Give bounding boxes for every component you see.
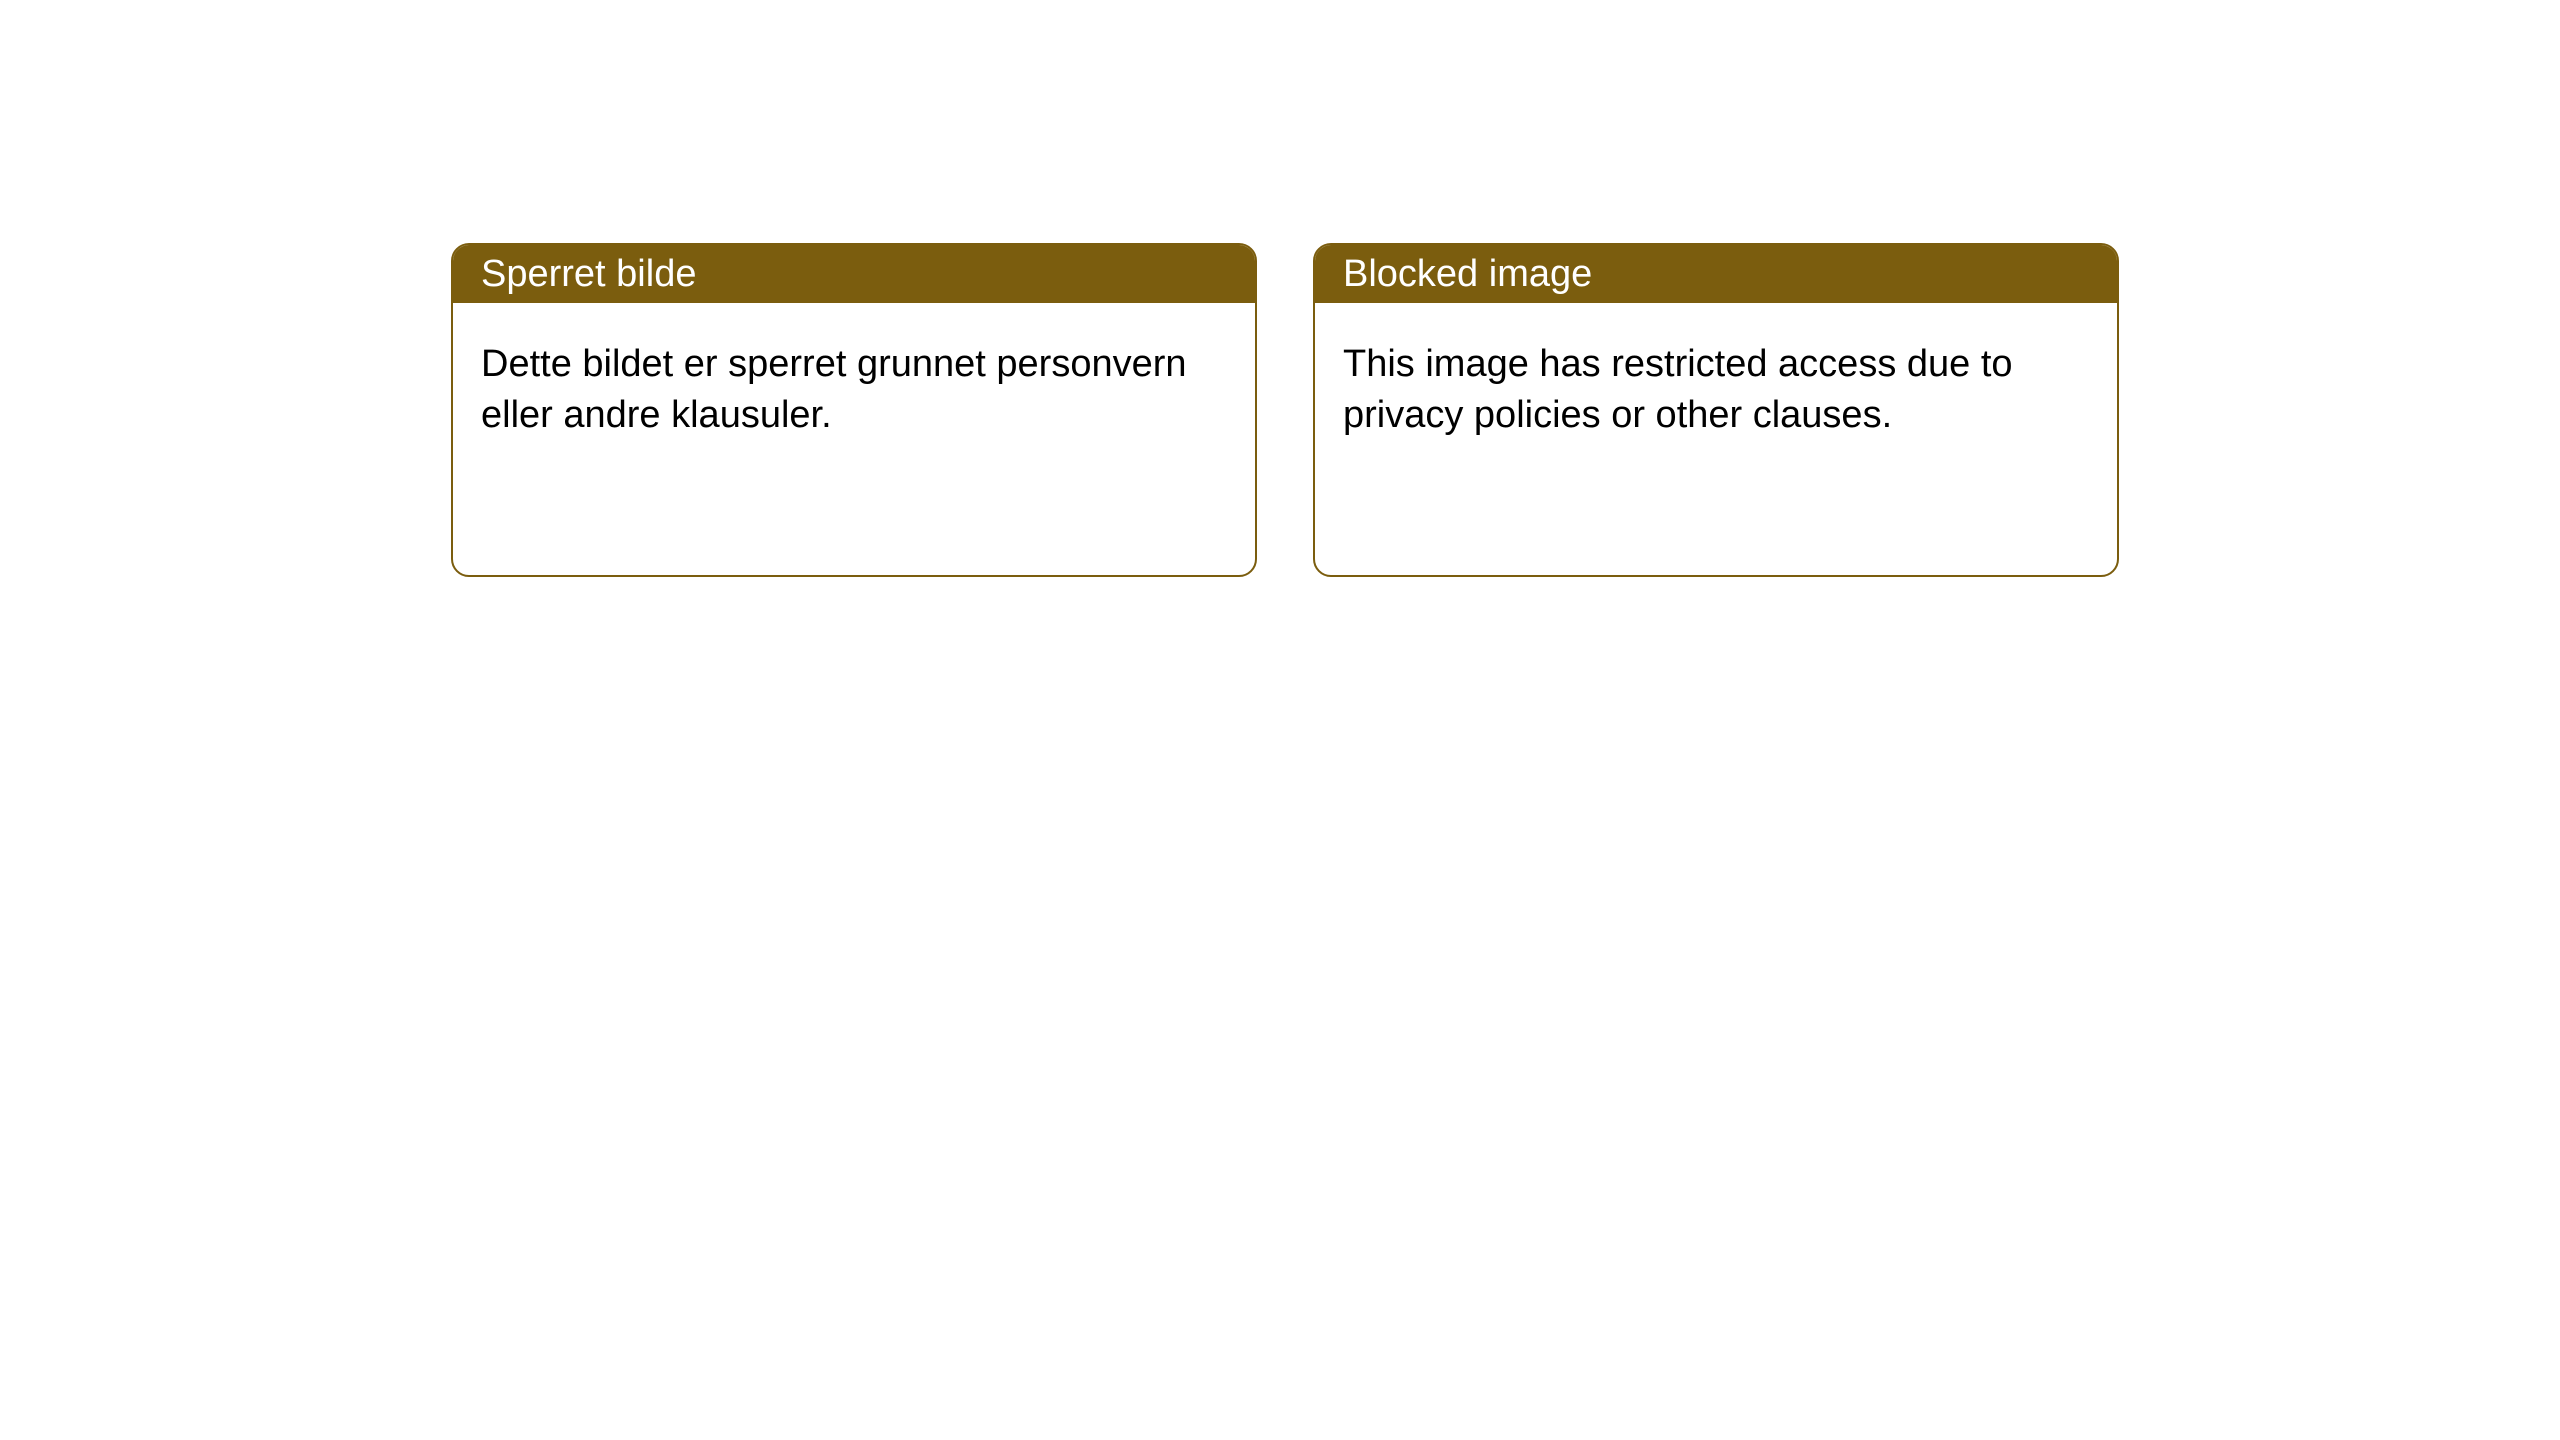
notice-card-english: Blocked image This image has restricted … [1313,243,2119,577]
notice-body-text: This image has restricted access due to … [1343,343,2013,436]
notice-title: Blocked image [1343,253,1592,296]
notice-container: Sperret bilde Dette bildet er sperret gr… [0,0,2560,577]
notice-title: Sperret bilde [481,253,696,296]
notice-body: This image has restricted access due to … [1315,303,2117,478]
notice-header: Sperret bilde [453,245,1255,303]
notice-card-norwegian: Sperret bilde Dette bildet er sperret gr… [451,243,1257,577]
notice-body: Dette bildet er sperret grunnet personve… [453,303,1255,478]
notice-body-text: Dette bildet er sperret grunnet personve… [481,343,1187,436]
notice-header: Blocked image [1315,245,2117,303]
